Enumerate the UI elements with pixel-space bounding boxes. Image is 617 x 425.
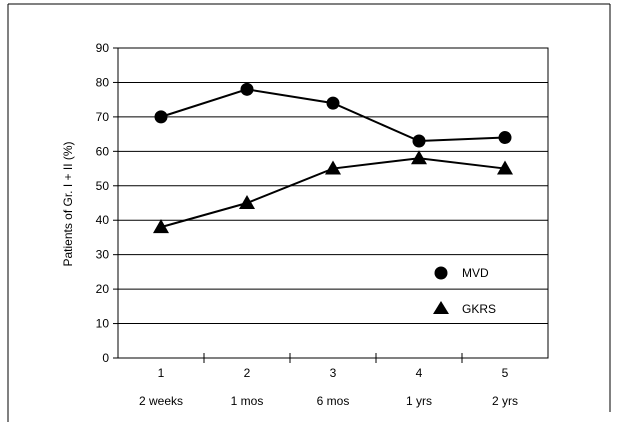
gridlines	[118, 81, 548, 325]
x-sublabel: 1 yrs	[406, 394, 432, 408]
point-mvd	[498, 131, 512, 145]
point-mvd	[326, 96, 340, 110]
point-gkrs	[497, 160, 513, 175]
y-tick-label: 90	[96, 41, 110, 55]
point-mvd	[412, 134, 426, 148]
x-sublabel: 6 mos	[317, 394, 350, 408]
legend: MVD GKRS	[433, 266, 496, 316]
x-sublabel: 2 yrs	[492, 394, 518, 408]
legend-label-mvd: MVD	[462, 266, 489, 280]
y-tick-label: 60	[96, 144, 110, 158]
x-tick-label: 5	[502, 366, 509, 380]
point-gkrs	[153, 219, 169, 234]
x-tick-label: 4	[416, 366, 423, 380]
x-tick-label: 2	[244, 366, 251, 380]
y-tick-label: 70	[96, 110, 110, 124]
x-sublabel: 2 weeks	[139, 394, 183, 408]
series-markers	[153, 82, 513, 234]
y-tick-label: 50	[96, 179, 110, 193]
y-tick-label: 80	[96, 75, 110, 89]
legend-label-gkrs: GKRS	[462, 302, 496, 316]
point-mvd	[154, 110, 168, 124]
legend-marker-mvd	[434, 266, 448, 280]
y-tick-label: 20	[96, 282, 110, 296]
y-tick-label: 40	[96, 213, 110, 227]
series-lines	[160, 88, 506, 229]
point-gkrs	[411, 150, 427, 165]
point-gkrs	[325, 160, 341, 175]
legend-marker-gkrs	[433, 301, 449, 314]
y-tick-label: 10	[96, 317, 110, 331]
point-mvd	[240, 82, 254, 96]
plot-area	[117, 47, 549, 359]
x-tick-label: 1	[158, 366, 165, 380]
y-tick-label: 30	[96, 248, 110, 262]
y-axis-label: Patients of Gr. I + II (%)	[61, 141, 75, 266]
y-axis-ticks: 0 10 20 30 40 50 60 70 80 90	[96, 41, 118, 365]
x-tick-label: 3	[330, 366, 337, 380]
x-sublabel: 1 mos	[231, 394, 264, 408]
point-gkrs	[239, 195, 255, 209]
x-axis-ticks: 1 2 weeks 2 1 mos 3 6 mos 4 1 yrs 5 2 yrs	[139, 353, 518, 408]
y-tick-label: 0	[102, 351, 109, 365]
